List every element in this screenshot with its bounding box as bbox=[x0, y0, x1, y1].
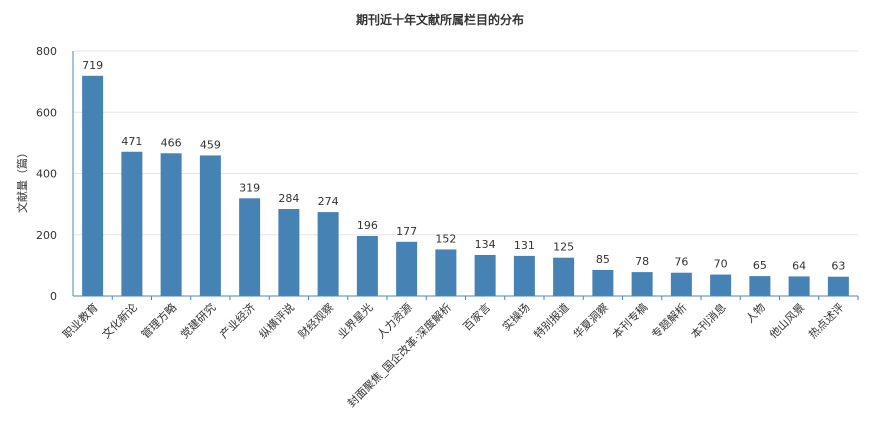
data-label: 152 bbox=[435, 232, 456, 245]
x-tick-label: 华夏洞察 bbox=[570, 300, 611, 341]
bar[interactable] bbox=[553, 257, 575, 296]
data-label: 64 bbox=[792, 259, 806, 272]
bar[interactable] bbox=[670, 272, 692, 296]
x-tick-label: 人力资源 bbox=[374, 300, 415, 341]
y-tick-labels: 0 200 400 600 800 bbox=[36, 45, 57, 303]
chart-title: 期刊近十年文献所属栏目的分布 bbox=[356, 12, 524, 27]
y-tick-label: 0 bbox=[50, 290, 57, 303]
x-tick-label: 他山风景 bbox=[767, 301, 807, 341]
bar[interactable] bbox=[239, 198, 261, 296]
x-tick-label: 百家言 bbox=[460, 300, 493, 333]
bar[interactable] bbox=[749, 276, 771, 296]
gridlines bbox=[73, 50, 858, 236]
bar[interactable] bbox=[199, 155, 221, 296]
data-label: 466 bbox=[161, 136, 182, 149]
bar[interactable] bbox=[356, 235, 378, 296]
y-tick-label: 600 bbox=[36, 106, 57, 119]
data-label: 284 bbox=[278, 192, 299, 205]
data-labels: 719 471 466 459 319 284 274 196 177 152 134 131 125 8… bbox=[82, 59, 845, 273]
bar[interactable] bbox=[396, 241, 418, 296]
x-tick-label: 本刊消息 bbox=[688, 300, 729, 341]
y-tick-label: 800 bbox=[36, 45, 57, 58]
x-tick-label: 本刊专稿 bbox=[609, 300, 650, 341]
data-label: 177 bbox=[396, 225, 417, 238]
y-axis-label: 文献量（篇） bbox=[15, 147, 29, 213]
bar[interactable] bbox=[121, 151, 143, 296]
data-label: 274 bbox=[318, 195, 339, 208]
x-tick-label: 业界星光 bbox=[334, 300, 375, 341]
x-tick-label: 产业经济 bbox=[217, 300, 258, 341]
y-tick-label: 400 bbox=[36, 168, 57, 181]
bar[interactable] bbox=[435, 249, 457, 296]
x-tick-label: 财经观察 bbox=[295, 300, 336, 341]
data-label: 65 bbox=[753, 259, 767, 272]
bars bbox=[82, 75, 849, 297]
y-tick-label: 200 bbox=[36, 229, 57, 242]
data-label: 70 bbox=[714, 258, 728, 271]
data-label: 78 bbox=[635, 255, 649, 268]
x-tick-label: 实操场 bbox=[499, 300, 532, 333]
data-label: 134 bbox=[475, 238, 496, 251]
bar[interactable] bbox=[317, 212, 339, 296]
bar[interactable] bbox=[160, 153, 182, 296]
x-tick-label: 纵横评说 bbox=[256, 300, 297, 341]
bar[interactable] bbox=[474, 254, 496, 296]
data-label: 196 bbox=[357, 219, 378, 232]
data-label: 719 bbox=[82, 59, 103, 72]
x-tick-label: 职业教育 bbox=[60, 300, 101, 341]
bar[interactable] bbox=[82, 75, 104, 297]
bar[interactable] bbox=[278, 209, 300, 296]
data-label: 319 bbox=[239, 181, 260, 194]
x-tick-label: 专题解析 bbox=[648, 300, 689, 341]
data-label: 471 bbox=[121, 135, 142, 148]
x-tick-label: 管理方略 bbox=[138, 300, 179, 341]
bar[interactable] bbox=[513, 255, 535, 296]
x-tick-labels: 职业教育文化新论管理方略党建研究产业经济纵横评说财经观察业界星光人力资源封面聚焦… bbox=[60, 300, 847, 410]
x-tick-label: 文化新论 bbox=[99, 300, 140, 341]
bar[interactable] bbox=[827, 276, 849, 296]
x-tick-label: 热点述评 bbox=[806, 301, 846, 341]
data-label: 131 bbox=[514, 239, 535, 252]
data-label: 76 bbox=[674, 256, 688, 269]
axes bbox=[72, 51, 859, 300]
data-label: 125 bbox=[553, 241, 574, 254]
bar[interactable] bbox=[788, 276, 810, 296]
bar[interactable] bbox=[710, 274, 732, 296]
bar[interactable] bbox=[592, 269, 614, 296]
x-tick-label: 党建研究 bbox=[177, 300, 218, 341]
bar[interactable] bbox=[631, 272, 653, 296]
data-label: 85 bbox=[596, 253, 610, 266]
data-label: 459 bbox=[200, 138, 221, 151]
data-label: 63 bbox=[831, 260, 845, 273]
x-tick-label: 人物 bbox=[743, 300, 768, 325]
x-tick-label: 特别报道 bbox=[531, 300, 572, 341]
